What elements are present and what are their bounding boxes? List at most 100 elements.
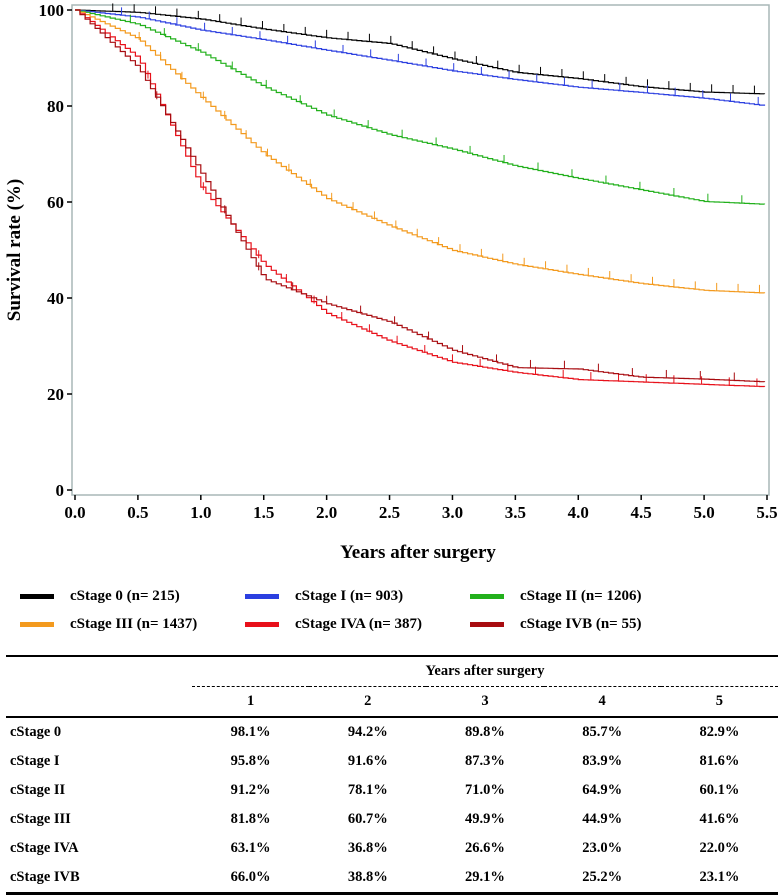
y-tick-label: 100 bbox=[39, 1, 65, 20]
legend-item: cStage IVB (n= 55) bbox=[470, 616, 641, 633]
survival-value: 22.0% bbox=[699, 840, 740, 856]
survival-value: 41.6% bbox=[699, 811, 740, 827]
y-tick-label: 40 bbox=[47, 289, 64, 308]
survival-value: 91.6% bbox=[347, 753, 388, 769]
x-tick-label: 4.5 bbox=[631, 503, 652, 522]
survival-value: 60.7% bbox=[347, 811, 388, 827]
row-label: cStage II bbox=[10, 782, 66, 798]
x-tick-label: 2.5 bbox=[379, 503, 400, 522]
legend-swatch bbox=[470, 594, 504, 599]
legend-item: cStage I (n= 903) bbox=[245, 588, 403, 605]
legend: cStage 0 (n= 215) cStage I (n= 903) cStage… bbox=[0, 588, 780, 638]
survival-value: 66.0% bbox=[192, 863, 310, 895]
survival-curve-2 bbox=[75, 9, 766, 205]
x-tick-label: 5.5 bbox=[756, 503, 777, 522]
survival-value: 38.8% bbox=[309, 863, 427, 895]
survival-value: 78.1% bbox=[347, 782, 388, 798]
survival-curve-4 bbox=[75, 9, 766, 388]
x-axis-label: Years after surgery bbox=[340, 542, 496, 563]
column-header: 4 bbox=[543, 686, 661, 718]
survival-value: 95.8% bbox=[230, 753, 271, 769]
censor-marks-5 bbox=[156, 91, 735, 381]
table-row: cStage I 95.8% 91.6% 87.3% 83.9% 81.6% bbox=[6, 747, 778, 776]
survival-value: 98.1% bbox=[230, 724, 271, 740]
table-row: cStage III 81.8% 60.7% 49.9% 44.9% 41.6% bbox=[6, 805, 778, 834]
y-tick-label: 20 bbox=[47, 385, 64, 404]
table-row: cStage IVB 66.0% 38.8% 29.1% 25.2% 23.1% bbox=[6, 863, 778, 895]
survival-value: 91.2% bbox=[230, 782, 271, 798]
table-row: cStage 0 98.1% 94.2% 89.8% 85.7% 82.9% bbox=[6, 717, 778, 747]
survival-chart: 0 20 40 60 80 100 0.0 0.5 1.0 1.5 2.0 2.5 3.0 3.5 4.0… bbox=[4, 1, 778, 563]
legend-label: cStage III (n= 1437) bbox=[70, 616, 198, 632]
y-tick-label: 60 bbox=[47, 193, 64, 212]
legend-label: cStage I (n= 903) bbox=[295, 588, 404, 604]
legend-item: cStage 0 (n= 215) bbox=[20, 588, 180, 605]
legend-item: cStage III (n= 1437) bbox=[20, 616, 197, 633]
survival-curve-5 bbox=[75, 9, 766, 383]
row-label: cStage I bbox=[10, 753, 60, 769]
censor-marks-0 bbox=[112, 3, 755, 94]
legend-label: cStage II (n= 1206) bbox=[520, 588, 642, 604]
table-header: Years after surgery bbox=[192, 655, 778, 687]
column-header: 3 bbox=[426, 686, 544, 718]
column-header: 2 bbox=[309, 686, 427, 718]
survival-value: 29.1% bbox=[426, 863, 544, 895]
x-tick-label: 4.0 bbox=[568, 503, 589, 522]
survival-value: 85.7% bbox=[582, 724, 623, 740]
survival-value: 36.8% bbox=[347, 840, 388, 856]
survival-value: 63.1% bbox=[230, 840, 271, 856]
y-axis-label: Survival rate (%) bbox=[4, 179, 25, 321]
x-tick-label: 1.5 bbox=[253, 503, 274, 522]
x-tick-label: 0.0 bbox=[64, 503, 85, 522]
survival-value: 49.9% bbox=[465, 811, 505, 827]
legend-label: cStage 0 (n= 215) bbox=[70, 588, 180, 604]
legend-swatch bbox=[20, 622, 54, 627]
survival-value: 23.0% bbox=[582, 840, 623, 856]
legend-label: cStage IVA (n= 387) bbox=[295, 616, 423, 632]
column-header: 5 bbox=[660, 686, 778, 718]
survival-value: 94.2% bbox=[347, 724, 388, 740]
censor-marks-2 bbox=[129, 14, 743, 204]
survival-value: 44.9% bbox=[582, 811, 623, 827]
survival-value: 23.1% bbox=[660, 863, 778, 895]
plot-frame bbox=[71, 4, 770, 496]
x-tick-label: 3.5 bbox=[505, 503, 526, 522]
censor-marks-1 bbox=[121, 7, 759, 105]
survival-curve-3 bbox=[75, 9, 766, 294]
x-tick-label: 3.0 bbox=[442, 503, 463, 522]
x-tick-label: 0.5 bbox=[127, 503, 148, 522]
legend-swatch bbox=[245, 622, 279, 627]
censor-marks-4 bbox=[147, 70, 758, 387]
censor-marks-3 bbox=[138, 31, 760, 293]
survival-value: 82.9% bbox=[699, 724, 740, 740]
survival-value: 83.9% bbox=[582, 753, 623, 769]
x-tick-label: 2.0 bbox=[316, 503, 337, 522]
legend-label: cStage IVB (n= 55) bbox=[520, 616, 642, 632]
legend-swatch bbox=[245, 594, 279, 599]
survival-curve-1 bbox=[75, 9, 766, 106]
y-tick-label: 0 bbox=[56, 481, 65, 500]
row-label: cStage 0 bbox=[10, 724, 62, 740]
table-row: cStage IVA 63.1% 36.8% 26.6% 23.0% 22.0% bbox=[6, 834, 778, 863]
survival-value: 60.1% bbox=[699, 782, 740, 798]
x-tick-label: 5.0 bbox=[693, 503, 714, 522]
table-row: cStage II 91.2% 78.1% 71.0% 64.9% 60.1% bbox=[6, 776, 778, 805]
row-label: cStage IVB bbox=[6, 863, 192, 895]
survival-curve-0 bbox=[75, 9, 766, 95]
legend-item: cStage IVA (n= 387) bbox=[245, 616, 422, 633]
survival-value: 26.6% bbox=[465, 840, 505, 856]
survival-value: 87.3% bbox=[465, 753, 505, 769]
legend-item: cStage II (n= 1206) bbox=[470, 588, 641, 605]
column-header: 1 bbox=[192, 686, 310, 718]
y-tick-label: 80 bbox=[47, 97, 64, 116]
x-tick-label: 1.0 bbox=[190, 503, 211, 522]
survival-value: 64.9% bbox=[582, 782, 623, 798]
legend-swatch bbox=[20, 594, 54, 599]
survival-value: 81.6% bbox=[699, 753, 740, 769]
survival-value: 25.2% bbox=[543, 863, 661, 895]
legend-swatch bbox=[470, 622, 504, 627]
survival-value: 89.8% bbox=[465, 724, 505, 740]
row-label: cStage III bbox=[10, 811, 71, 827]
row-label: cStage IVA bbox=[10, 840, 79, 856]
